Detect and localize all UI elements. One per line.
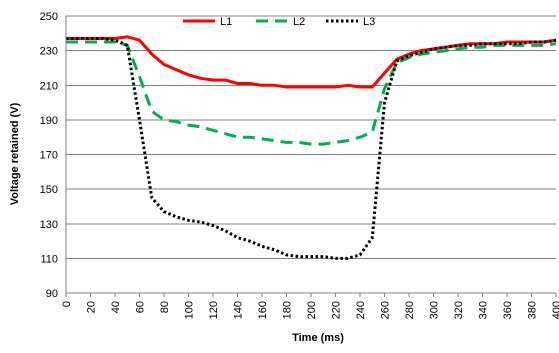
x-tick-label: 220	[331, 301, 343, 319]
axes: 90 110 130 150 170 190 210 230 250 0 20 40 60 80 100 12…	[40, 11, 559, 319]
x-tick-label: 320	[453, 301, 465, 319]
x-tick-label: 200	[306, 301, 318, 319]
y-tick-label: 150	[40, 184, 58, 196]
x-tick-label: 100	[184, 301, 196, 319]
x-tick-label: 260	[380, 301, 392, 319]
x-tick-label: 180	[282, 301, 294, 319]
x-tick-label: 20	[86, 301, 98, 313]
x-axis-title: Time (ms)	[292, 332, 344, 344]
series-lines	[66, 35, 557, 260]
y-tick-label: 250	[40, 11, 58, 23]
x-tick-label: 160	[257, 301, 269, 319]
y-tick-label: 190	[40, 115, 58, 127]
x-tick-label: 80	[159, 301, 171, 313]
legend: L1 L2 L3	[183, 16, 375, 28]
y-tick-label: 210	[40, 80, 58, 92]
x-tick-label: 60	[135, 301, 147, 313]
x-tick-label: 280	[404, 301, 416, 319]
x-tick-label: 380	[527, 301, 539, 319]
y-tick-label: 110	[40, 253, 58, 265]
x-tick-label: 240	[355, 301, 367, 319]
x-tick-label: 300	[429, 301, 441, 319]
x-tick-label: 120	[208, 301, 220, 319]
legend-label-l2: L2	[293, 16, 305, 28]
x-tick-label: 340	[478, 301, 490, 319]
series-line-l2	[66, 40, 557, 146]
x-tick-label: 0	[61, 301, 73, 307]
y-axis-title: Voltage retained (V)	[9, 102, 21, 205]
y-tick-label: 170	[40, 150, 58, 162]
grid	[66, 15, 556, 294]
x-tick-label: 360	[502, 301, 514, 319]
x-tick-label: 400	[551, 301, 559, 319]
x-tick-label: 40	[110, 301, 122, 313]
y-tick-label: 130	[40, 219, 58, 231]
x-tick-label: 140	[233, 301, 245, 319]
y-tick-label: 230	[40, 46, 58, 58]
series-line-l3	[66, 37, 557, 260]
legend-label-l3: L3	[363, 16, 375, 28]
y-tick-label: 90	[46, 288, 58, 300]
legend-label-l1: L1	[220, 16, 232, 28]
